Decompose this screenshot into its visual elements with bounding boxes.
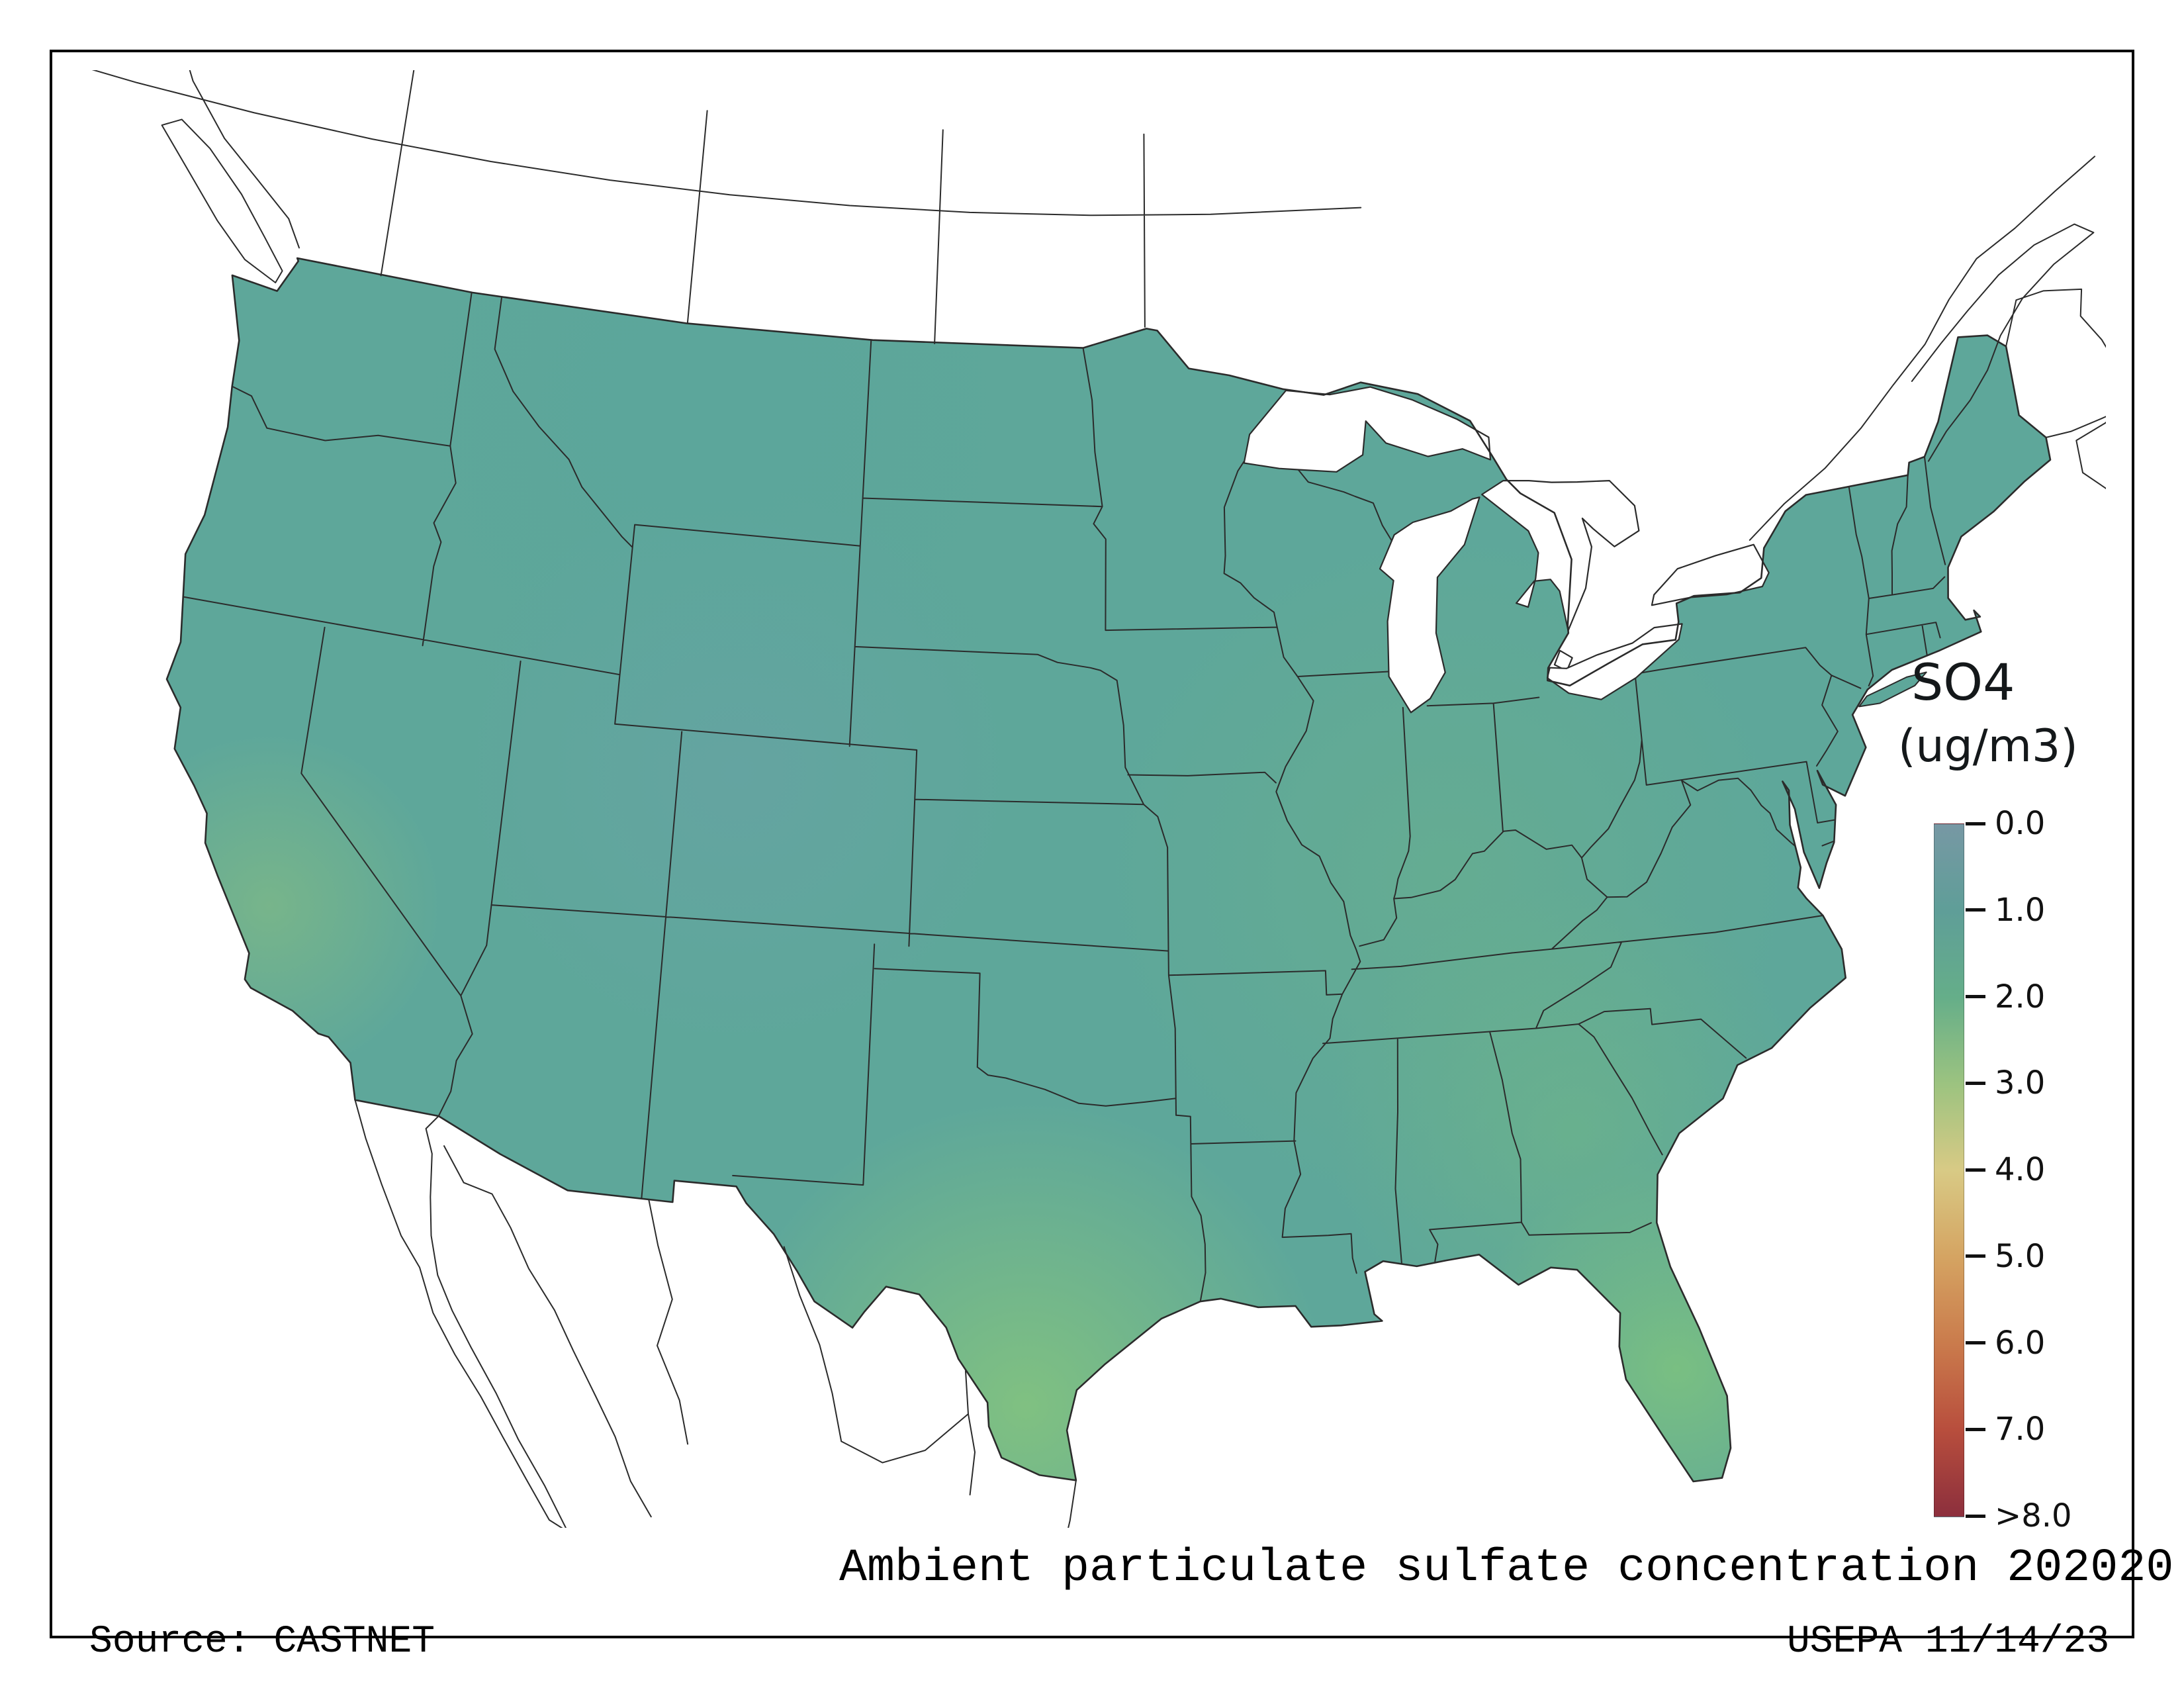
legend-tick: >8.0: [1966, 1497, 2072, 1534]
legend-tick-label: 0.0: [1995, 805, 2046, 842]
legend-title: SO4: [1911, 653, 2015, 712]
agency-date-label: USEPA 11/14/23: [1787, 1620, 2110, 1664]
great-lake: [1379, 496, 1480, 714]
legend-tick-mark: [1966, 1254, 1985, 1258]
legend-tick-label: 3.0: [1995, 1064, 2046, 1102]
great-lake: [1651, 543, 1770, 606]
legend-tick-mark: [1966, 1341, 1985, 1344]
chart-title: Ambient particulate sulfate concentratio…: [839, 1542, 2174, 1595]
legend-tick-mark: [1966, 1168, 1985, 1172]
field-shading: [167, 258, 2050, 1481]
state-borders: [181, 291, 1946, 1303]
legend-tick-label: 7.0: [1995, 1411, 2046, 1448]
legend-tick-mark: [1966, 1081, 1985, 1085]
plot-frame: [50, 50, 2134, 1638]
legend-tick-mark: [1966, 908, 1985, 912]
legend-units: (ug/m3): [1898, 720, 2078, 773]
legend-tick: 7.0: [1966, 1411, 2046, 1448]
legend-tick-mark: [1966, 1514, 1985, 1518]
canada-islands: [161, 118, 2106, 490]
legend-tick-label: 5.0: [1995, 1237, 2046, 1275]
legend-tick-mark: [1966, 821, 1985, 825]
legend-tick: 1.0: [1966, 891, 2046, 929]
legend-tick: 0.0: [1966, 805, 2046, 842]
legend-tick: 5.0: [1966, 1237, 2046, 1275]
legend-tick-label: 2.0: [1995, 978, 2046, 1015]
legend-colorbar: [1934, 823, 1964, 1517]
legend-tick: 4.0: [1966, 1151, 2046, 1188]
great-lake: [1481, 480, 1640, 632]
canada-outlines: [91, 70, 2106, 541]
conus-coast-outline: [165, 257, 2052, 1483]
legend-tick: 2.0: [1966, 978, 2046, 1015]
legend-ticks: 0.0 1.0 2.0 3.0 4.0 5.0 6.0 7.0 >8.0: [1966, 805, 2111, 1534]
legend-tick-label: 1.0: [1995, 891, 2046, 929]
map-layers: [91, 70, 2106, 1528]
source-label: Source: CASTNET: [89, 1620, 435, 1664]
legend-tick-mark: [1966, 995, 1985, 998]
legend-tick-label: 6.0: [1995, 1324, 2046, 1362]
legend-tick: 6.0: [1966, 1324, 2046, 1362]
legend-tick: 3.0: [1966, 1064, 2046, 1102]
legend-tick-label: 4.0: [1995, 1151, 2046, 1188]
legend-tick-mark: [1966, 1427, 1985, 1431]
mexico-outlines: [354, 1099, 1077, 1528]
legend-tick-label: >8.0: [1995, 1497, 2072, 1534]
long-island-outline: [1858, 671, 1927, 708]
